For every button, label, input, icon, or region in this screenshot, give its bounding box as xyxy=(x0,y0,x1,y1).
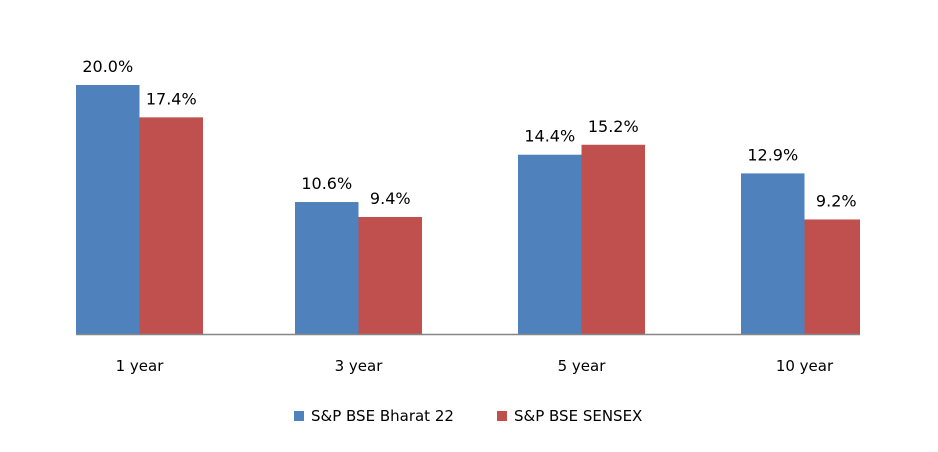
data-label-bharat22-1: 10.6% xyxy=(301,174,352,193)
legend-swatch-sensex xyxy=(497,411,507,421)
legend-label-sensex: S&P BSE SENSEX xyxy=(514,407,642,425)
bars xyxy=(76,85,860,335)
legend-swatch-bharat22 xyxy=(294,411,304,421)
legend: S&P BSE Bharat 22 S&P BSE SENSEX xyxy=(294,407,642,425)
data-label-bharat22-0: 20.0% xyxy=(82,57,133,76)
x-tick-label-1: 3 year xyxy=(335,357,384,375)
x-tick-labels: 1 year 3 year 5 year 10 year xyxy=(116,357,834,375)
bar-bharat22-2 xyxy=(518,154,582,334)
data-labels: 20.0% 17.4% 10.6% 9.4% 14.4% 15.2% 12.9% 9.2% xyxy=(82,57,856,210)
legend-label-bharat22: S&P BSE Bharat 22 xyxy=(311,407,454,425)
data-label-sensex-2: 15.2% xyxy=(588,117,639,136)
data-label-sensex-0: 17.4% xyxy=(146,89,197,108)
bar-sensex-1 xyxy=(358,216,422,334)
x-tick-label-0: 1 year xyxy=(116,357,165,375)
bar-bharat22-3 xyxy=(741,173,805,334)
bar-sensex-0 xyxy=(139,117,203,335)
data-label-bharat22-2: 14.4% xyxy=(524,127,575,146)
bar-sensex-2 xyxy=(581,144,645,334)
data-label-bharat22-3: 12.9% xyxy=(747,145,798,164)
bar-bharat22-1 xyxy=(295,202,359,334)
data-label-sensex-1: 9.4% xyxy=(370,189,411,208)
x-tick-label-2: 5 year xyxy=(558,357,607,375)
bar-sensex-3 xyxy=(804,219,860,334)
x-tick-label-3: 10 year xyxy=(776,357,834,375)
bar-bharat22-0 xyxy=(76,85,140,334)
data-label-sensex-3: 9.2% xyxy=(816,191,857,210)
